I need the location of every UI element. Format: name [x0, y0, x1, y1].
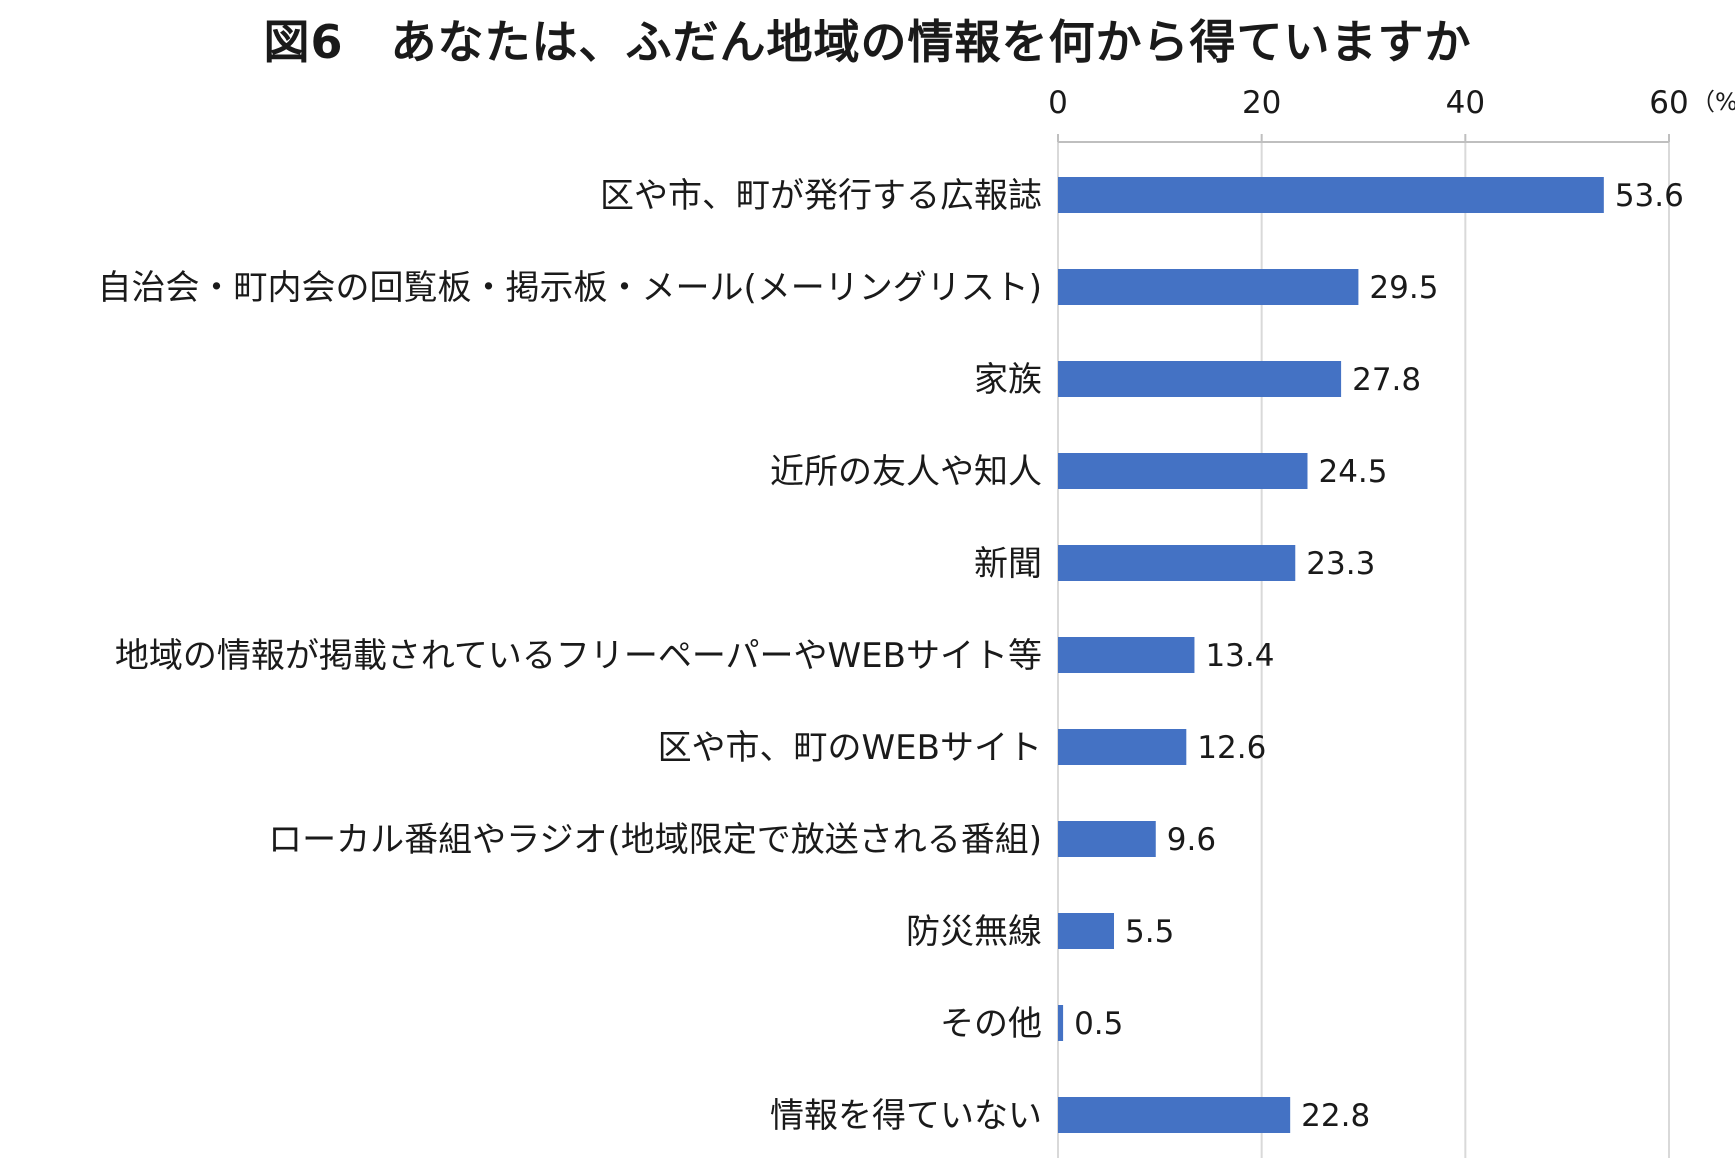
value-label-7: 12.6 — [1197, 730, 1266, 766]
value-label-6: 13.4 — [1205, 638, 1274, 674]
value-label-11: 22.8 — [1301, 1098, 1370, 1134]
bar-2 — [1058, 269, 1359, 305]
bar-3 — [1058, 361, 1342, 397]
value-label-9: 5.5 — [1125, 914, 1174, 950]
category-label-8: ローカル番組やラジオ(地域限定で放送される番組) — [268, 820, 1042, 860]
tick-label-0: 0 — [1048, 85, 1068, 121]
bar-7 — [1058, 729, 1187, 765]
tick-label-60: 60 — [1649, 85, 1688, 121]
bar-11 — [1058, 1097, 1291, 1133]
category-label-4: 近所の友人や知人 — [770, 452, 1042, 492]
category-label-3: 家族 — [974, 360, 1042, 400]
value-label-3: 27.8 — [1352, 362, 1421, 398]
value-label-2: 29.5 — [1369, 270, 1438, 306]
bar-9 — [1058, 913, 1115, 949]
bar-10 — [1058, 1005, 1064, 1041]
bar-1 — [1058, 177, 1604, 213]
value-label-1: 53.6 — [1615, 178, 1684, 214]
category-labels: 区や市、町が発行する広報誌自治会・町内会の回覧板・掲示板・メール(メーリングリス… — [97, 176, 1042, 1136]
unit-label: （%） — [1691, 88, 1735, 116]
tick-label-40: 40 — [1446, 85, 1485, 121]
bar-6 — [1058, 637, 1195, 673]
bar-8 — [1058, 821, 1156, 857]
category-label-6: 地域の情報が掲載されているフリーペーパーやWEBサイト等 — [115, 636, 1042, 676]
category-label-9: 防災無線 — [906, 912, 1042, 952]
gridlines — [1057, 142, 1670, 1158]
category-label-11: 情報を得ていない — [770, 1096, 1042, 1136]
value-label-4: 24.5 — [1318, 454, 1387, 490]
x-axis: 0 20 40 60（%） — [1048, 85, 1735, 143]
bar-5 — [1058, 545, 1296, 581]
category-label-10: その他 — [940, 1004, 1042, 1044]
value-labels: 53.6 29.5 27.8 24.5 23.3 13.4 12.6 9.6 5.5 0.5 22.… — [1074, 178, 1684, 1134]
category-label-2: 自治会・町内会の回覧板・掲示板・メール(メーリングリスト) — [97, 268, 1042, 308]
tick-label-20: 20 — [1242, 85, 1281, 121]
category-label-7: 区や市、町のWEBサイト — [658, 728, 1042, 768]
value-label-5: 23.3 — [1306, 546, 1375, 582]
category-label-1: 区や市、町が発行する広報誌 — [600, 176, 1042, 216]
category-label-5: 新聞 — [974, 544, 1042, 584]
bars — [1058, 177, 1604, 1133]
value-label-8: 9.6 — [1167, 822, 1216, 858]
value-label-10: 0.5 — [1074, 1006, 1123, 1042]
bar-4 — [1058, 453, 1308, 489]
chart-title: 図6 あなたは、ふだん地域の情報を何から得ていますか — [263, 15, 1472, 69]
